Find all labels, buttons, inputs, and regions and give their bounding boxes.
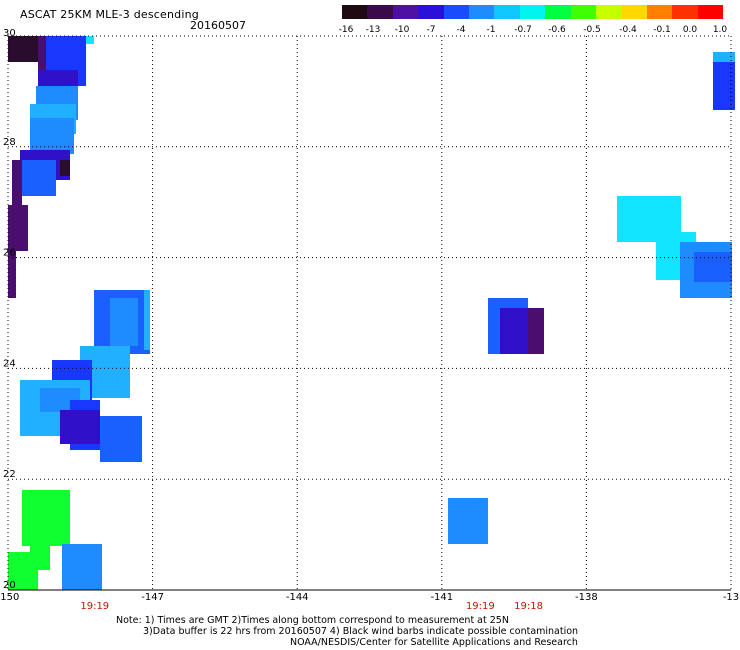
swath-pixel-block [86,36,94,44]
color-scale-segment [646,5,673,19]
color-scale-segment [697,5,724,19]
swath-pixel-block [694,252,732,282]
swath-pixel-block [110,298,138,346]
swath-pixel-block [16,160,56,196]
color-scale-label: -7 [426,25,436,35]
grid-lines [7,35,732,591]
latitude-tick-label: 28 [3,137,16,148]
color-scale-segment [418,5,444,19]
color-scale-label: 0.0 [682,25,698,35]
color-scale-label: -0.7 [514,25,532,35]
swath-pixel-block [528,308,544,354]
measurement-time-label: 19:19 [466,601,495,612]
color-scale-label: 1.0 [712,25,728,35]
map-date: 20160507 [190,19,246,32]
color-scale-segment [494,5,520,19]
color-scale-segment [392,5,419,19]
latitude-tick-label: 26 [3,248,16,259]
color-scale-segment [672,5,698,19]
longitude-tick-label: -138 [575,592,598,603]
axis-ticks: -150 -147 -144 -141 -138 -13 30 28 26 24 22 20 [0,28,739,603]
color-scale-label: -0.5 [583,25,601,35]
swath-pixel-block [144,290,150,350]
latitude-tick-label: 22 [3,469,16,480]
color-scale-label: -16 [338,25,354,35]
time-labels: 19:19 19:19 19:18 [80,601,543,612]
map-title: ASCAT 25KM MLE-3 descending [20,8,199,21]
color-scale-bar [342,5,724,19]
swath-pixel-block [8,250,16,298]
color-scale-gradient [342,5,724,19]
color-scale-segment [342,5,368,19]
longitude-tick-label: -150 [0,592,19,603]
color-scale-segment [443,5,470,19]
scatterometer-swaths [8,36,735,590]
swath-pixel-block [60,160,70,176]
data-map: -150 -147 -144 -141 -138 -13 30 28 26 24 22 20 19:1… [0,28,739,612]
color-scale-label: -10 [394,25,410,35]
color-scale-label: -1 [486,25,496,35]
swath-pixel-block [60,410,100,444]
swath-pixel-block [38,36,46,70]
longitude-tick-label: -13 [723,592,739,603]
footnote-line-3: NOAA/NESDIS/Center for Satellite Applica… [290,637,578,648]
footnote-line-1: Note: 1) Times are GMT 2)Times along bot… [116,615,509,626]
color-scale-label: -4 [456,25,466,35]
swath-pixel-block [448,498,488,544]
color-scale-segment [469,5,495,19]
swath-pixel-block [8,205,28,251]
color-scale-segment [545,5,571,19]
color-scale-segment [621,5,647,19]
color-scale-labels: -16 -13 -10 -7 -4 -1 -0.7 -0.6 -0.5 -0.4 -0.1 0.0 1.… [330,25,740,37]
color-scale-label: -13 [365,25,381,35]
swath-pixel-block [713,62,735,110]
latitude-tick-label: 20 [3,580,16,591]
swath-pixel-block [30,118,74,154]
swath-pixel-block [100,416,142,462]
measurement-time-label: 19:19 [80,601,109,612]
color-scale-segment [519,5,546,19]
color-scale-segment [596,5,622,19]
longitude-tick-label: -141 [430,592,453,603]
color-scale-label: -0.1 [653,25,671,35]
swath-pixel-block [38,70,78,86]
color-scale-segment [570,5,597,19]
swath-pixel-block [8,36,38,62]
color-scale-segment [367,5,393,19]
longitude-tick-label: -147 [141,592,164,603]
footnote-line-2: 3)Data buffer is 22 hrs from 20160507 4)… [143,626,579,637]
measurement-time-label: 19:18 [514,601,543,612]
latitude-tick-label: 30 [3,28,16,39]
longitude-tick-label: -144 [286,592,309,603]
swath-pixel-block [12,160,22,206]
swath-pixel-block [8,552,38,590]
color-scale-label: -0.4 [619,25,637,35]
swath-pixel-block [62,544,102,590]
latitude-tick-label: 24 [3,358,16,369]
color-scale-label: -0.6 [548,25,566,35]
